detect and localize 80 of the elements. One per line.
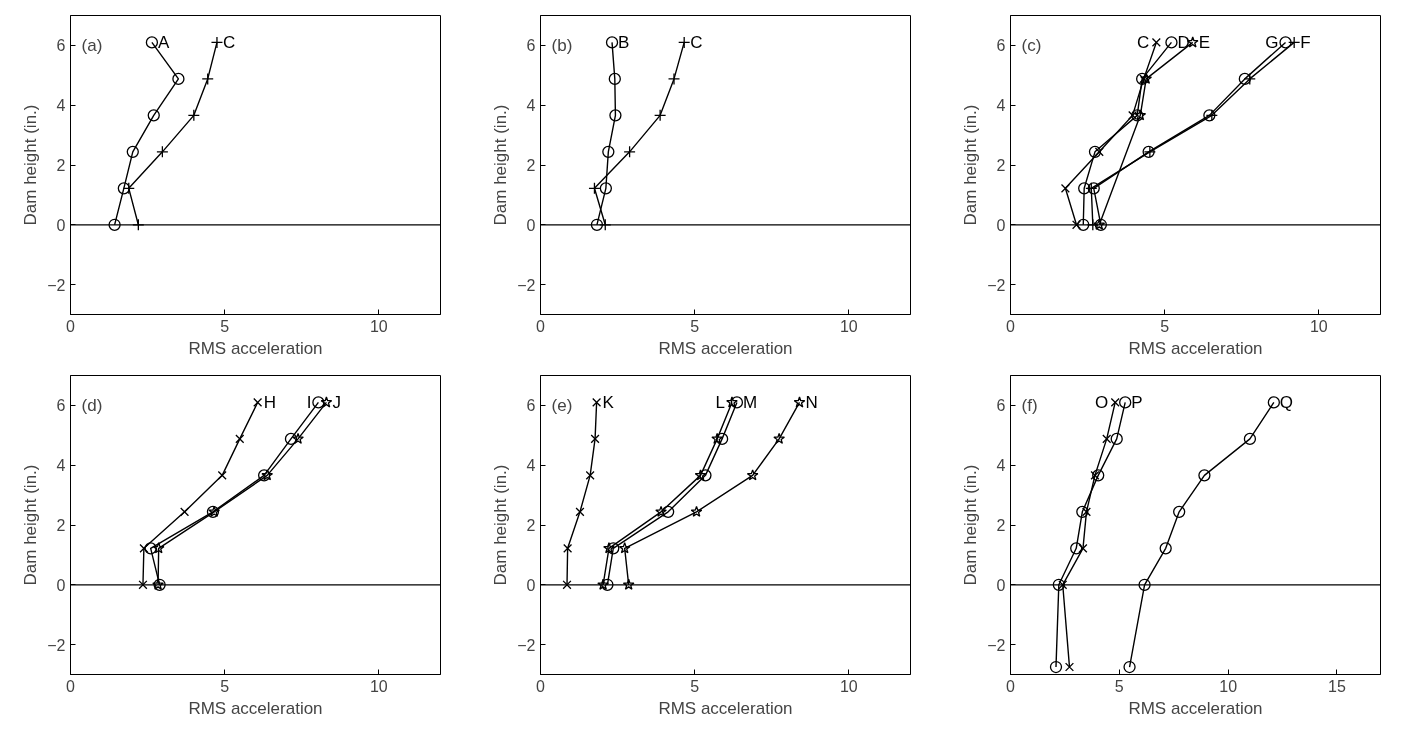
y-axis-title: Dam height (in.): [961, 464, 981, 586]
y-tick-label: 6: [526, 397, 536, 415]
series-label: C: [222, 32, 236, 52]
series-label: D: [1177, 32, 1190, 52]
y-tick-label: −2: [987, 276, 1006, 294]
y-tick-label: 0: [56, 216, 66, 234]
y-tick-label: 0: [996, 216, 1006, 234]
y-tick-label: 0: [56, 576, 66, 594]
y-tick-label: 2: [526, 517, 536, 534]
y-tick-label: −2: [517, 636, 536, 654]
x-axis-title: RMS acceleration: [1128, 338, 1263, 358]
y-tick-label: 6: [526, 37, 536, 55]
x-tick-label: 5: [1114, 677, 1124, 695]
series-label: G: [1265, 32, 1279, 52]
series-label: Q: [1279, 392, 1294, 412]
y-tick-label: 6: [996, 37, 1006, 55]
x-tick-label: 5: [220, 677, 230, 695]
series-label: F: [1300, 32, 1311, 52]
x-axis-title: RMS acceleration: [188, 698, 323, 718]
series-label: E: [1198, 32, 1211, 52]
series-label: P: [1131, 392, 1143, 412]
y-axis-title: Dam height (in.): [961, 104, 981, 226]
x-tick-label: 10: [1219, 677, 1238, 695]
y-tick-label: −2: [47, 636, 66, 654]
series-label: C: [1137, 32, 1150, 52]
y-axis-title: Dam height (in.): [491, 464, 511, 586]
x-axis-title: RMS acceleration: [188, 338, 323, 358]
series-label: M: [742, 392, 758, 412]
y-tick-label: 6: [56, 397, 66, 415]
annotation: (f): [1021, 395, 1038, 415]
y-axis-title: Dam height (in.): [21, 464, 41, 586]
y-tick-label: 0: [996, 576, 1006, 594]
x-tick-label: 10: [369, 317, 388, 335]
x-axis-title: RMS acceleration: [658, 698, 793, 718]
x-tick-label: 5: [220, 317, 230, 335]
y-tick-label: 4: [526, 457, 536, 475]
series-label: J: [332, 392, 341, 412]
x-tick-label: 10: [1309, 317, 1328, 335]
y-tick-label: 0: [526, 576, 536, 594]
y-axis-title: Dam height (in.): [491, 104, 511, 226]
annotation: (b): [551, 35, 573, 55]
series-label: O: [1094, 392, 1109, 412]
annotation: (e): [551, 395, 573, 415]
y-tick-label: 0: [526, 216, 536, 234]
x-tick-label: 15: [1328, 677, 1346, 695]
x-axis-title: RMS acceleration: [1128, 698, 1263, 718]
series-label: H: [263, 392, 276, 412]
y-tick-label: 2: [996, 517, 1006, 534]
y-tick-label: 4: [526, 97, 536, 115]
series-label: B: [618, 32, 630, 52]
y-tick-label: 2: [56, 157, 66, 174]
y-tick-label: 2: [996, 157, 1006, 174]
series-label: L: [715, 392, 725, 412]
series-label: A: [157, 32, 170, 52]
y-tick-label: 2: [526, 157, 536, 174]
y-tick-label: 4: [996, 457, 1006, 475]
x-axis-title: RMS acceleration: [658, 338, 793, 358]
x-tick-label: 5: [690, 677, 700, 695]
annotation: (c): [1021, 35, 1042, 55]
x-tick-label: 5: [1160, 317, 1170, 335]
y-tick-label: 2: [56, 517, 66, 534]
series-label: K: [602, 392, 615, 412]
annotation: (d): [81, 395, 103, 415]
series-label: I: [306, 392, 312, 412]
y-tick-label: 4: [56, 97, 66, 115]
y-tick-label: 6: [56, 37, 66, 55]
series-label: N: [805, 392, 818, 412]
series-label: C: [690, 32, 703, 52]
x-tick-label: 10: [369, 677, 388, 695]
y-tick-label: −2: [47, 276, 66, 294]
y-tick-label: 6: [996, 397, 1006, 415]
x-tick-label: 10: [839, 677, 858, 695]
annotation: (a): [81, 35, 103, 55]
x-tick-label: 5: [690, 317, 700, 335]
y-tick-label: 4: [56, 457, 66, 475]
x-tick-label: 10: [839, 317, 858, 335]
y-axis-title: Dam height (in.): [21, 104, 41, 226]
y-tick-label: 4: [996, 97, 1006, 115]
y-tick-label: −2: [517, 276, 536, 294]
y-tick-label: −2: [987, 636, 1006, 654]
